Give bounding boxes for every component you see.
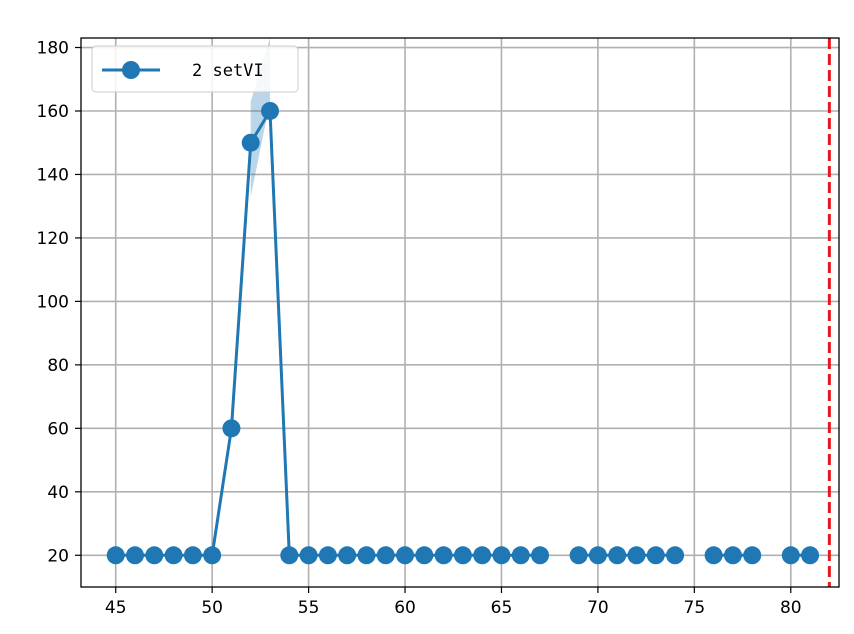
data-point bbox=[241, 133, 260, 152]
data-point bbox=[222, 419, 241, 438]
data-point bbox=[126, 546, 145, 565]
data-point bbox=[531, 546, 550, 565]
data-point bbox=[511, 546, 530, 565]
x-tick-label: 50 bbox=[201, 598, 223, 618]
y-tick-label: 80 bbox=[47, 356, 69, 376]
data-point bbox=[164, 546, 183, 565]
x-axis: 45 50 55 60 65 70 75 80 bbox=[105, 587, 802, 618]
data-point bbox=[453, 546, 472, 565]
data-point bbox=[106, 546, 125, 565]
x-tick-label: 60 bbox=[394, 598, 416, 618]
y-tick-label: 140 bbox=[37, 165, 69, 185]
x-tick-label: 75 bbox=[684, 598, 706, 618]
y-tick-label: 100 bbox=[37, 292, 69, 312]
data-point bbox=[434, 546, 453, 565]
data-point bbox=[608, 546, 627, 565]
y-tick-label: 160 bbox=[37, 102, 69, 122]
data-point bbox=[781, 546, 800, 565]
data-point bbox=[261, 101, 280, 120]
legend-entry-label: 2 setVI bbox=[192, 61, 264, 81]
data-point bbox=[704, 546, 723, 565]
data-point bbox=[588, 546, 607, 565]
legend-box bbox=[91, 45, 299, 93]
data-point bbox=[666, 546, 685, 565]
data-point bbox=[569, 546, 588, 565]
data-point bbox=[801, 546, 820, 565]
y-tick-label: 60 bbox=[47, 419, 69, 439]
x-tick-label: 65 bbox=[491, 598, 513, 618]
data-point bbox=[646, 546, 665, 565]
data-point bbox=[338, 546, 357, 565]
data-point bbox=[183, 546, 202, 565]
x-tick-label: 80 bbox=[780, 598, 802, 618]
y-tick-label: 180 bbox=[37, 39, 69, 59]
data-point bbox=[299, 546, 318, 565]
data-point bbox=[627, 546, 646, 565]
y-tick-label: 40 bbox=[47, 483, 69, 503]
data-point bbox=[203, 546, 222, 565]
data-point bbox=[743, 546, 762, 565]
series-points bbox=[106, 101, 820, 565]
x-tick-label: 55 bbox=[298, 598, 320, 618]
data-point bbox=[376, 546, 395, 565]
data-point bbox=[280, 546, 299, 565]
x-tick-label: 70 bbox=[587, 598, 609, 618]
series-lines bbox=[115, 109, 811, 557]
data-point bbox=[145, 546, 164, 565]
data-point bbox=[492, 546, 511, 565]
data-point bbox=[473, 546, 492, 565]
y-axis: 20 40 60 80 100 120 140 160 180 bbox=[37, 39, 81, 566]
plot-frame bbox=[80, 37, 840, 588]
data-point bbox=[415, 546, 434, 565]
legend-marker-swatch bbox=[122, 61, 140, 79]
y-tick-label: 120 bbox=[37, 229, 69, 249]
x-tick-label: 45 bbox=[105, 598, 127, 618]
legend: 2 setVI bbox=[91, 45, 299, 93]
y-tick-label: 20 bbox=[47, 546, 69, 566]
series-line bbox=[115, 109, 541, 557]
data-point bbox=[318, 546, 337, 565]
data-point bbox=[723, 546, 742, 565]
data-point bbox=[357, 546, 376, 565]
grid-lines bbox=[81, 38, 839, 587]
data-point bbox=[396, 546, 415, 565]
